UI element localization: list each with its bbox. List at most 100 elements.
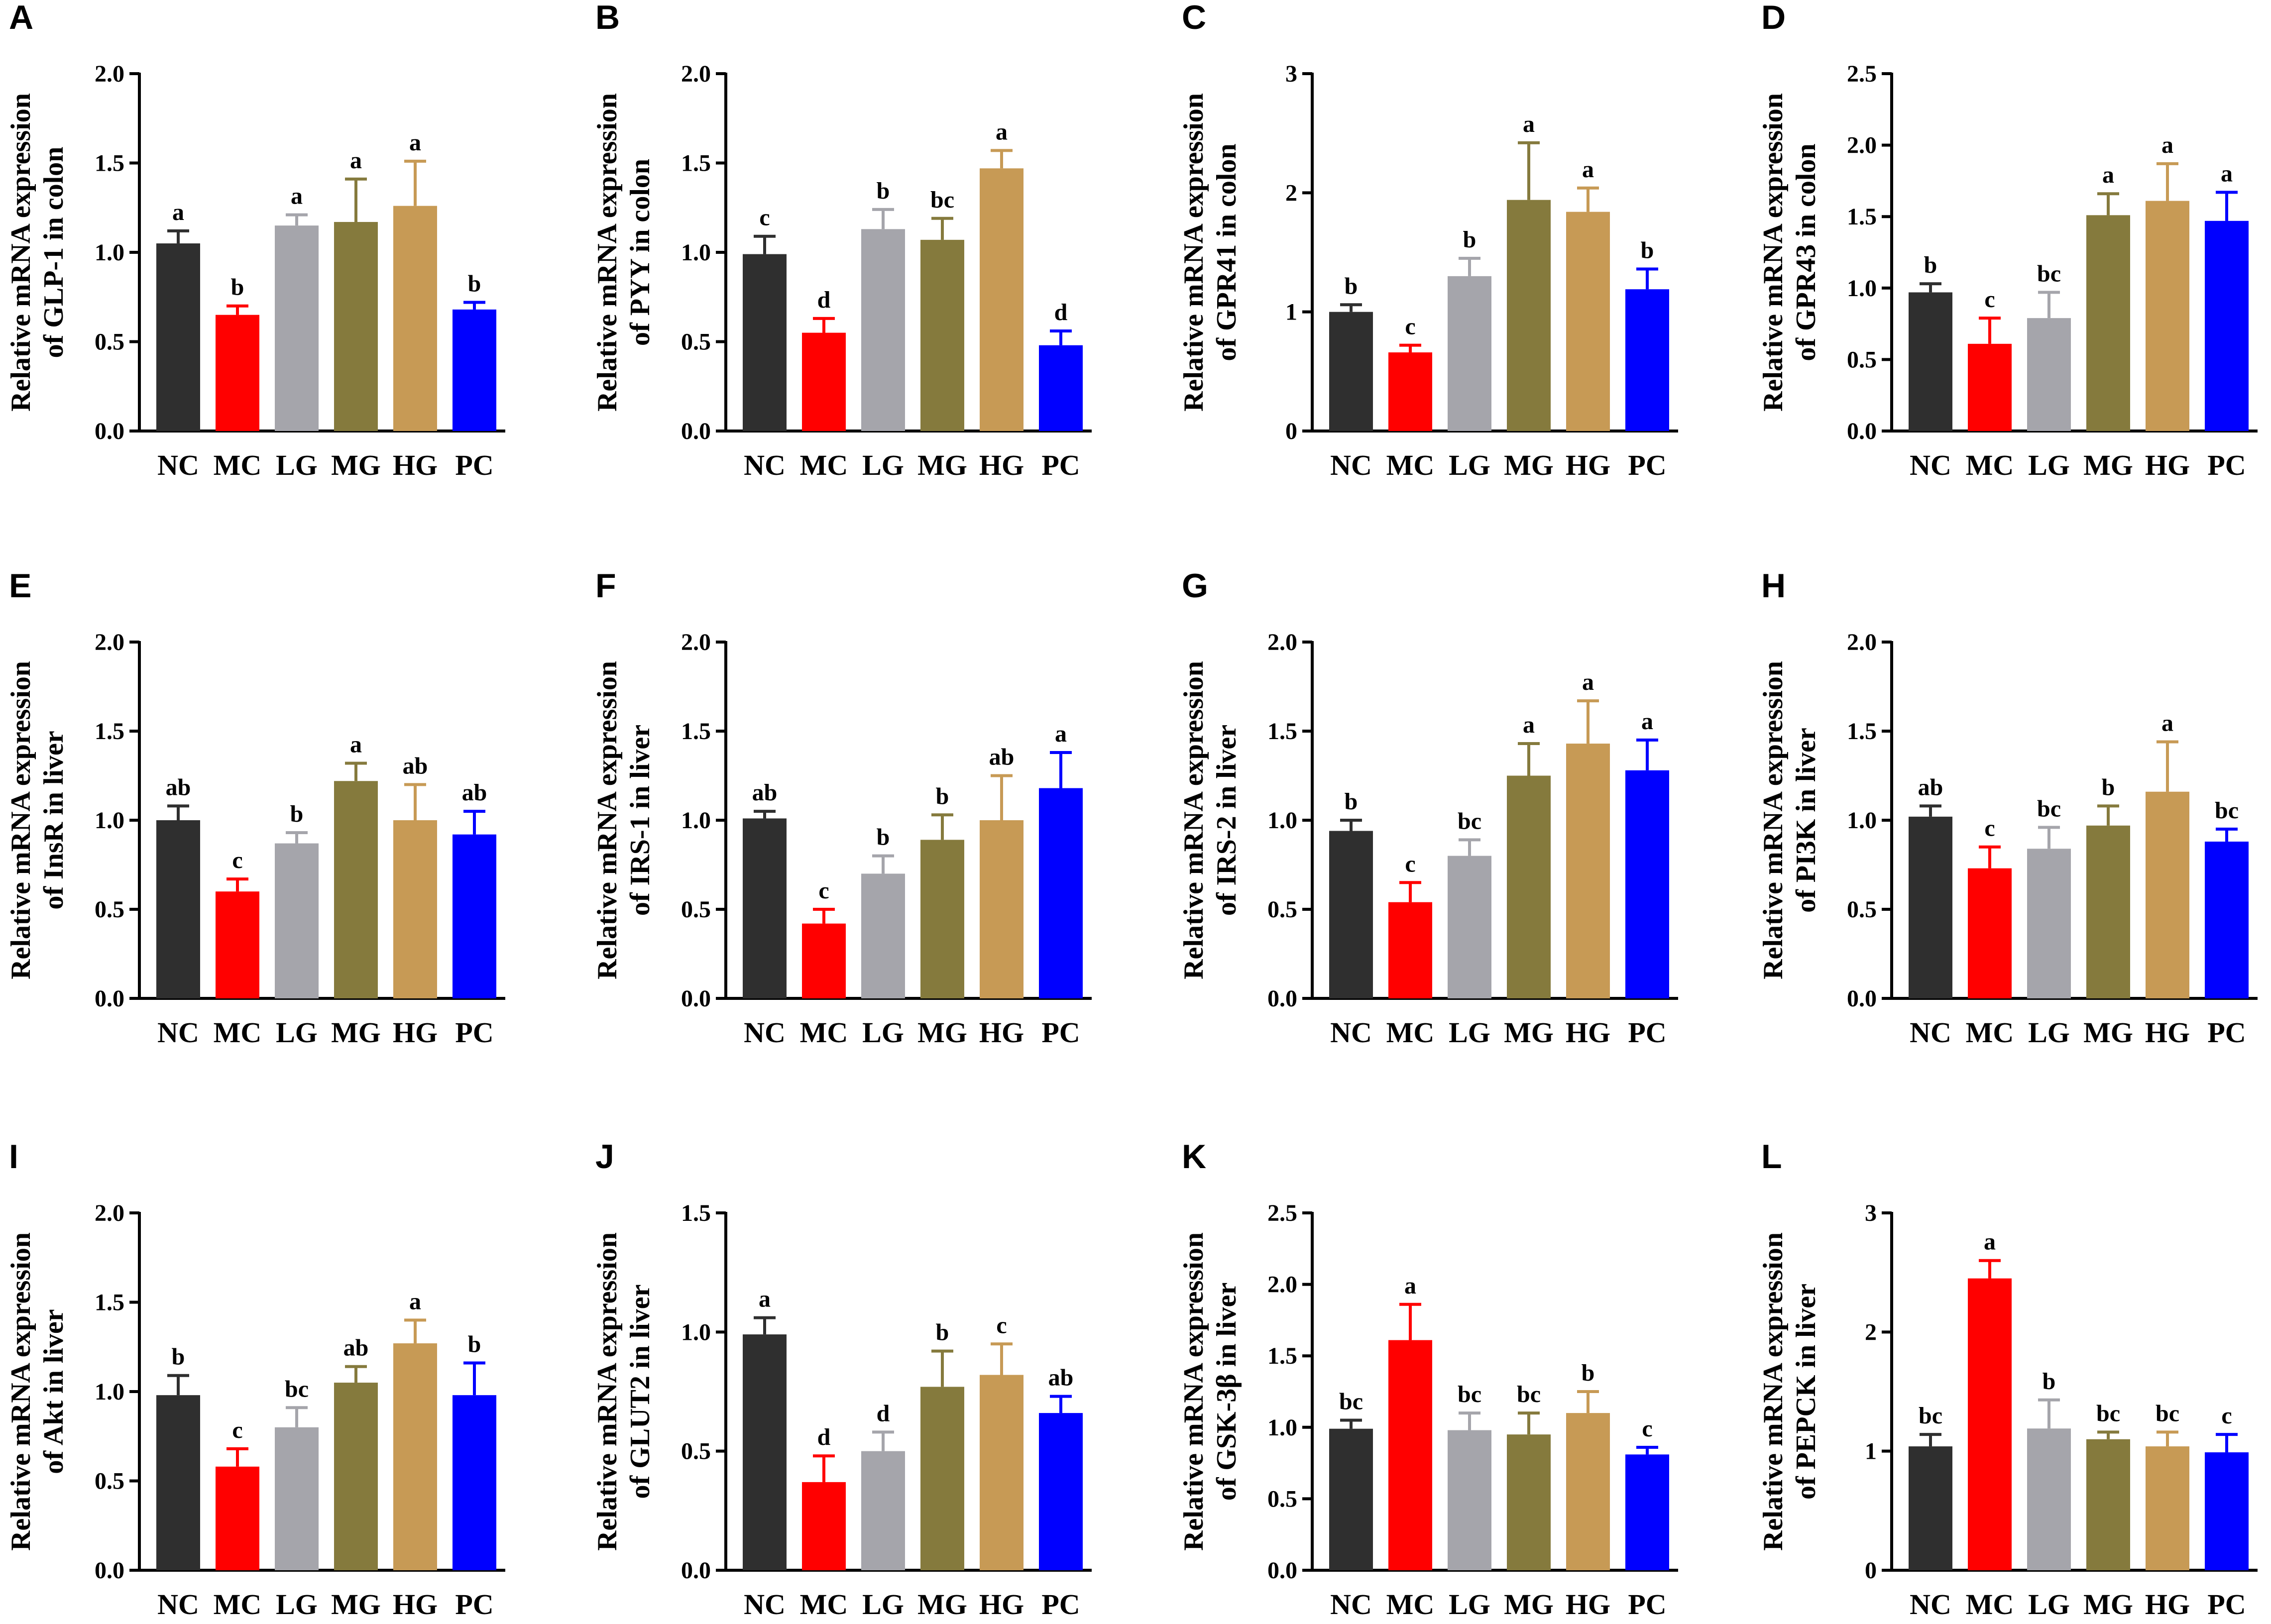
x-tick-label-hg: HG (1566, 449, 1610, 481)
sig-letter-mg: ab (343, 1335, 369, 1361)
x-tick-label-pc: PC (1628, 1016, 1666, 1049)
bar-mg (334, 781, 378, 998)
sig-letter-hg: ab (403, 753, 428, 779)
bar-mc (802, 332, 846, 431)
sig-letter-nc: c (759, 205, 770, 231)
bar-nc (1909, 292, 1952, 431)
y-tick-label: 2.0 (95, 629, 124, 655)
x-tick-label-mc: MC (1966, 1588, 2014, 1621)
y-tick-label: 1.5 (95, 1290, 124, 1316)
y-tick-label: 3 (1865, 1200, 1877, 1226)
x-tick-label-lg: LG (2028, 449, 2070, 481)
sig-letter-pc: a (2221, 160, 2233, 187)
ylabel-line1: Relative mRNA expression (1758, 661, 1789, 979)
x-tick-label-mc: MC (1386, 1016, 1435, 1049)
x-tick-label-mc: MC (1386, 1588, 1435, 1621)
y-tick-label: 2.0 (1847, 629, 1877, 655)
ylabel-line1: Relative mRNA expression (1758, 93, 1789, 412)
y-tick-label: 1 (1285, 299, 1297, 325)
x-tick-label-pc: PC (1041, 1588, 1080, 1621)
y-tick-label: 2.0 (95, 61, 124, 87)
y-tick-label: 2.0 (681, 61, 711, 87)
y-tick-label: 1.0 (1847, 807, 1877, 834)
x-tick-label-nc: NC (744, 449, 786, 481)
x-tick-label-nc: NC (1910, 1588, 1951, 1621)
bar-mg (920, 840, 964, 998)
sig-letter-pc: a (1055, 721, 1067, 747)
x-tick-label-mg: MG (331, 1588, 381, 1621)
bar-lg (2027, 849, 2071, 998)
sig-letter-hg: a (1582, 669, 1594, 695)
x-tick-label-nc: NC (157, 1588, 199, 1621)
bar-pc (453, 834, 496, 998)
bar-mc (1968, 343, 2012, 431)
sig-letter-mc: b (231, 274, 244, 301)
panel-a-ylabel: Relative mRNA expressionof GLP-1 in colo… (5, 93, 69, 412)
sig-letter-hg: a (2161, 132, 2173, 158)
y-tick-label: 1.0 (1267, 1414, 1297, 1441)
sig-letter-mc: c (818, 877, 829, 904)
panel-a-letter: A (9, 0, 33, 36)
sig-letter-lg: bc (1458, 808, 1481, 834)
sig-letter-hg: a (409, 129, 421, 156)
panel-b: B Relative mRNA expressionof PYY in colon… (592, 0, 1092, 481)
panel-l-letter: L (1761, 1138, 1782, 1176)
x-tick-label-mg: MG (1504, 1588, 1554, 1621)
panel-g: G Relative mRNA expressionof IRS-2 in liv… (1178, 567, 1678, 1049)
bar-lg (861, 229, 905, 431)
panel-h-ylabel: Relative mRNA expressionof PI3K in liver (1758, 661, 1821, 979)
bar-mc (216, 315, 259, 431)
bar-hg (393, 1343, 437, 1570)
bar-nc (156, 1395, 200, 1570)
x-tick-label-pc: PC (1628, 449, 1666, 481)
sig-letter-lg: bc (285, 1376, 309, 1402)
x-tick-label-pc: PC (2207, 1588, 2246, 1621)
panel-j-letter: J (595, 1138, 614, 1176)
y-tick-label: 1.0 (681, 1319, 711, 1345)
panel-f: F Relative mRNA expressionof IRS-1 in liv… (592, 567, 1092, 1049)
sig-letter-mc: a (1984, 1229, 1996, 1255)
bar-pc (1039, 1413, 1083, 1570)
x-tick-label-pc: PC (1628, 1588, 1666, 1621)
y-tick-label: 2 (1865, 1319, 1877, 1345)
sig-letter-pc: c (1642, 1415, 1652, 1442)
panel-k: K Relative mRNA expressionof GSK-3β in li… (1178, 1138, 1678, 1621)
sig-letter-pc: a (1641, 708, 1653, 735)
bar-pc (1625, 289, 1669, 431)
bar-pc (453, 1395, 496, 1570)
bar-pc (2205, 841, 2249, 998)
y-tick-label: 1.5 (1847, 718, 1877, 745)
x-tick-label-lg: LG (276, 449, 318, 481)
sig-letter-nc: ab (166, 774, 191, 800)
x-tick-label-nc: NC (157, 1016, 199, 1049)
x-tick-label-pc: PC (455, 1016, 493, 1049)
x-tick-label-pc: PC (455, 1588, 493, 1621)
ylabel-line1: Relative mRNA expression (592, 1232, 623, 1551)
y-tick-label: 1.5 (95, 150, 124, 177)
bar-mg (2086, 1439, 2130, 1570)
sig-letter-mc: c (1405, 314, 1415, 340)
x-tick-label-mc: MC (800, 1016, 848, 1049)
x-tick-label-lg: LG (276, 1016, 318, 1049)
sig-letter-lg: b (877, 824, 890, 851)
x-tick-label-mc: MC (214, 1588, 262, 1621)
panel-f-letter: F (595, 567, 616, 605)
bar-mg (920, 239, 964, 431)
y-tick-label: 0.0 (1267, 1557, 1297, 1584)
bar-hg (393, 820, 437, 998)
ylabel-line2: of GLP-1 in colon (38, 147, 69, 358)
x-tick-label-hg: HG (393, 1016, 438, 1049)
x-tick-label-hg: HG (1566, 1016, 1610, 1049)
sig-letter-mc: c (1984, 286, 1995, 313)
bar-pc (1039, 345, 1083, 431)
x-tick-label-hg: HG (1566, 1588, 1610, 1621)
panel-i-ylabel: Relative mRNA expressionof Akt in liver (5, 1232, 69, 1551)
ylabel-line2: of GLUT2 in liver (625, 1285, 656, 1499)
sig-letter-mg: a (2102, 162, 2114, 188)
bar-lg (2027, 1428, 2071, 1570)
bar-mc (1388, 352, 1432, 431)
sig-letter-mg: a (1523, 712, 1535, 738)
panel-b-ylabel: Relative mRNA expressionof PYY in colon (592, 93, 656, 412)
sig-letter-nc: bc (1339, 1388, 1363, 1414)
y-tick-label: 2.0 (1267, 1272, 1297, 1298)
